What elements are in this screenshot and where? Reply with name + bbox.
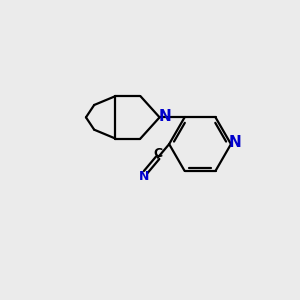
Text: N: N (228, 135, 241, 150)
Text: N: N (158, 109, 171, 124)
Text: C: C (153, 147, 162, 160)
Text: N: N (139, 169, 149, 183)
